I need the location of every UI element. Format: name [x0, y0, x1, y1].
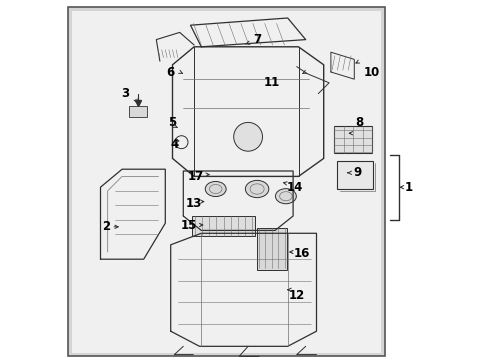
Text: 10: 10	[364, 66, 380, 78]
Text: 1: 1	[404, 181, 411, 194]
Text: 17: 17	[187, 170, 203, 183]
Text: 12: 12	[288, 289, 304, 302]
FancyBboxPatch shape	[68, 7, 384, 356]
FancyBboxPatch shape	[257, 228, 286, 270]
FancyBboxPatch shape	[129, 106, 147, 117]
Text: 14: 14	[286, 181, 303, 194]
Text: 8: 8	[355, 116, 363, 129]
Text: 15: 15	[180, 219, 197, 231]
Text: 4: 4	[170, 138, 178, 150]
FancyBboxPatch shape	[337, 161, 372, 189]
FancyBboxPatch shape	[72, 11, 381, 353]
FancyBboxPatch shape	[192, 216, 255, 236]
Text: 2: 2	[102, 220, 110, 233]
Circle shape	[233, 122, 262, 151]
Text: 16: 16	[293, 247, 310, 260]
Text: 5: 5	[168, 116, 176, 129]
Ellipse shape	[245, 180, 268, 198]
Text: 13: 13	[185, 197, 202, 210]
Text: 7: 7	[252, 33, 261, 46]
Text: 3: 3	[122, 87, 129, 100]
Ellipse shape	[275, 189, 296, 204]
Text: 9: 9	[353, 166, 361, 179]
Text: 6: 6	[166, 66, 175, 78]
Ellipse shape	[205, 181, 225, 197]
FancyBboxPatch shape	[333, 126, 371, 153]
Text: 11: 11	[263, 76, 279, 89]
